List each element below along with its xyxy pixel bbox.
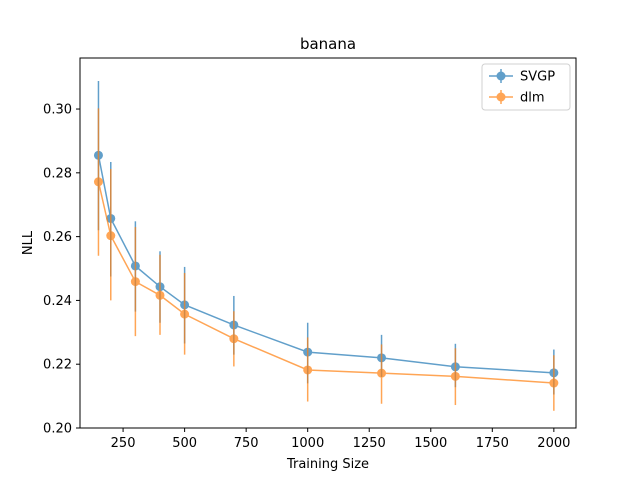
plot-marks	[93, 80, 559, 411]
x-tick-label: 750	[234, 436, 259, 451]
legend-swatch-dlm	[489, 90, 513, 104]
x-axis-label: Training Size	[286, 457, 369, 472]
x-tick-label: 1500	[414, 436, 447, 451]
x-tick-label: 1750	[476, 436, 509, 451]
series-dlm	[93, 108, 559, 411]
legend-label-svgp: SVGP	[520, 70, 555, 85]
legend-marker	[496, 71, 506, 81]
legend-label-dlm: dlm	[520, 91, 545, 106]
x-tick-label: 2000	[537, 436, 570, 451]
x-tick-label: 250	[111, 436, 136, 451]
legend-marker	[496, 92, 506, 102]
x-tick-label: 500	[172, 436, 197, 451]
data-point-dlm	[303, 365, 313, 375]
data-point-dlm	[106, 231, 116, 241]
legend-swatch-svgp	[489, 69, 513, 83]
series-line-svgp	[97, 155, 554, 374]
data-point-dlm	[377, 368, 387, 378]
data-point-dlm	[450, 371, 460, 381]
y-tick-label: 0.20	[43, 422, 72, 437]
y-tick-label: 0.24	[43, 294, 72, 309]
data-point-dlm	[155, 290, 165, 300]
data-point-dlm	[130, 277, 140, 287]
y-axis-label: NLL	[21, 230, 36, 255]
y-tick-label: 0.26	[43, 230, 72, 245]
y-tick-label: 0.30	[43, 103, 72, 118]
data-point-dlm	[229, 334, 239, 344]
legend: SVGP dlm	[481, 63, 571, 111]
series-line-dlm	[97, 181, 554, 384]
data-point-dlm	[549, 378, 559, 388]
chart-title: banana	[300, 35, 356, 53]
y-tick-label: 0.28	[43, 166, 72, 181]
data-point-dlm	[180, 309, 190, 319]
y-tick-label: 0.22	[43, 358, 72, 373]
plot-frame	[79, 57, 577, 429]
data-point-dlm	[93, 177, 103, 187]
axis-ticks: 250 500 750 1000 1250 1500 1750 2000 0.20 0.22 0.2…	[43, 103, 570, 451]
x-tick-label: 1000	[291, 436, 324, 451]
x-tick-label: 1250	[353, 436, 386, 451]
